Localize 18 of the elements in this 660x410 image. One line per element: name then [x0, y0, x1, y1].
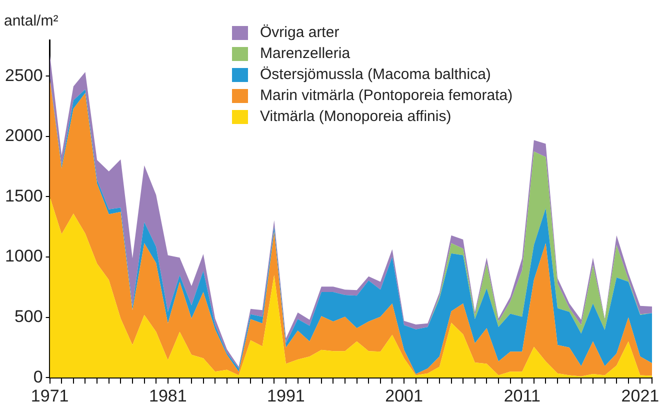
y-axis-title: antal/m² [4, 12, 58, 30]
x-tick-label: 1971 [30, 386, 69, 406]
y-tick-label: 2500 [4, 66, 43, 85]
x-tick-label: 1981 [148, 386, 187, 406]
y-tick-label: 1500 [4, 186, 43, 206]
y-tick-label: 0 [33, 367, 43, 386]
x-tick-label: 2021 [621, 386, 660, 406]
x-tick-label: 2011 [504, 386, 540, 406]
legend-label: Övriga arter [260, 23, 340, 43]
legend-label: Marenzelleria [260, 44, 350, 64]
x-tick-label: 2001 [385, 386, 423, 406]
legend-label: Marin vitmärla (Pontoporeia femorata) [260, 86, 513, 106]
y-tick-label: 1000 [4, 246, 43, 266]
legend-label: Östersjömussla (Macoma balthica) [260, 65, 491, 85]
y-tick-label: 2000 [4, 126, 43, 146]
legend-label: Vitmärla (Monoporeia affinis) [260, 107, 452, 127]
y-tick-label: 500 [14, 307, 43, 326]
x-tick-label: 1991 [267, 386, 305, 406]
